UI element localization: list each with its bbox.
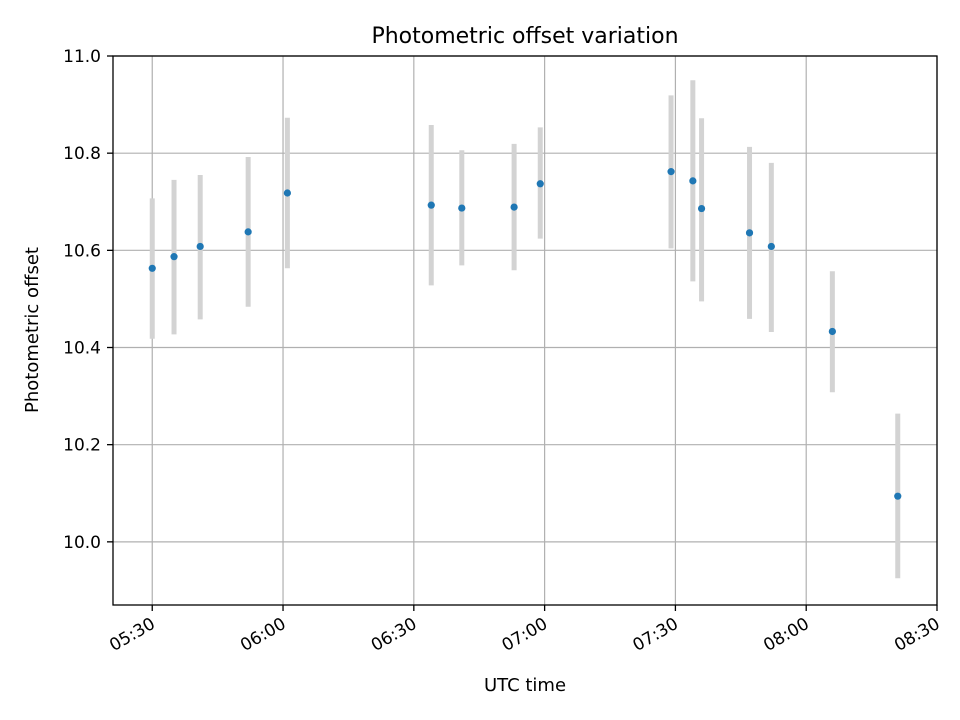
point-layer	[148, 168, 902, 500]
x-tick-label: 07:00	[499, 614, 551, 656]
x-tick-label: 08:30	[891, 614, 943, 656]
data-point	[894, 492, 902, 500]
plot-frame	[112, 55, 938, 606]
y-tick-label: 10.0	[63, 533, 101, 553]
data-point	[244, 228, 252, 236]
y-axis-label: Photometric offset	[22, 247, 43, 413]
data-point	[828, 327, 836, 336]
data-point	[689, 177, 697, 185]
x-tick-label: 08:00	[760, 614, 812, 656]
data-point	[667, 168, 675, 176]
x-axis-label: UTC time	[484, 675, 566, 696]
y-tick-label: 10.4	[63, 339, 101, 359]
data-point	[745, 229, 754, 237]
x-tick-label: 06:00	[237, 614, 289, 656]
grid-layer	[113, 55, 938, 605]
data-point	[427, 201, 435, 209]
data-point	[510, 203, 518, 211]
y-tick-label: 10.6	[63, 241, 101, 261]
data-point	[170, 253, 178, 261]
data-point	[458, 204, 466, 212]
x-tick-label: 07:30	[629, 614, 681, 656]
y-tick-label: 11.0	[63, 47, 101, 67]
data-point	[196, 242, 204, 251]
data-point	[283, 189, 291, 197]
data-point	[148, 264, 156, 272]
data-point	[697, 204, 706, 213]
y-tick-label: 10.2	[63, 436, 101, 456]
y-tick-label: 10.8	[63, 144, 101, 164]
data-point	[536, 180, 544, 188]
x-tick-label: 05:30	[106, 614, 158, 656]
tick-layer: 10.0 10.2 10.4 10.6 10.8 11.0 05:30 06:00 06:30 0…	[63, 47, 943, 656]
errorbar-layer	[149, 80, 901, 579]
data-point	[767, 242, 775, 251]
chart-title: Photometric offset variation	[371, 24, 678, 49]
x-tick-label: 06:30	[368, 614, 420, 656]
